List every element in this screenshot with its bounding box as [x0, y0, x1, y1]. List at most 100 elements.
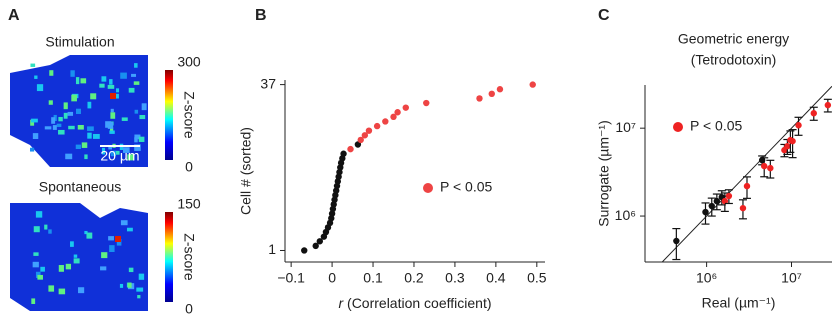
- panel-label: B: [255, 7, 267, 24]
- heatmap-pixel: [34, 76, 37, 79]
- point: [767, 165, 773, 171]
- heatmap-pixel: [108, 236, 114, 240]
- heatmap-pixel: [137, 295, 140, 298]
- heatmap-pixel: [68, 112, 73, 116]
- heatmap-pixel: [49, 100, 53, 104]
- heatmap-pixel: [33, 252, 38, 256]
- y-tick-label: 37: [260, 75, 276, 91]
- chart-title: Geometric energy: [678, 31, 789, 47]
- heatmap-pixel: [87, 133, 91, 139]
- point: [825, 102, 831, 108]
- heatmap-region: [10, 203, 148, 311]
- heatmap-pixel: [86, 233, 92, 239]
- heatmap-pixel: [51, 117, 55, 124]
- point: [761, 163, 767, 169]
- point: [811, 110, 817, 116]
- legend-marker: [423, 183, 433, 193]
- point: [740, 205, 746, 211]
- heatmap-pixel: [110, 112, 115, 118]
- x-axis-label-text: (Correlation coefficient): [347, 295, 491, 311]
- heatmap-pixel: [109, 245, 114, 252]
- heatmap-pixel: [48, 229, 51, 233]
- heatmap-pixel: [31, 298, 35, 304]
- heatmap-pixel: [116, 88, 119, 92]
- point: [394, 109, 400, 115]
- x-tick-label: 0.3: [445, 270, 465, 286]
- heatmap-pixel: [109, 130, 114, 133]
- heatmap-pixel: [33, 133, 38, 139]
- heatmap-pixel: [58, 117, 62, 121]
- heatmap-pixel: [142, 103, 147, 110]
- figure: A Stimulation Spontaneous 20 µm 3000Z-sc…: [0, 0, 838, 318]
- heatmap-pixel: [82, 142, 88, 148]
- heatmap-pixel: [31, 119, 38, 123]
- image-title: Spontaneous: [39, 179, 122, 195]
- point: [374, 123, 380, 129]
- heatmap-pixel: [134, 81, 140, 85]
- colorbar: [165, 70, 173, 160]
- point: [382, 118, 388, 124]
- heatmap-pixel: [48, 285, 54, 291]
- y-axis-label: Surrogate (µm⁻¹): [596, 120, 612, 226]
- point: [423, 100, 429, 106]
- heatmap-pixel: [71, 95, 77, 102]
- x-tick-label: 10⁶: [696, 270, 717, 286]
- heatmap-pixel: [139, 115, 145, 119]
- heatmap-pixel: [68, 126, 75, 129]
- heatmap-pixel: [100, 266, 106, 270]
- colorbar-tick-label: 150: [177, 196, 201, 212]
- heatmap-pixel: [80, 78, 86, 83]
- heatmap-pixel: [76, 77, 79, 84]
- heatmap-pixel: [139, 137, 145, 142]
- y-tick-label: 10⁷: [615, 119, 636, 135]
- heatmap-pixel: [87, 126, 94, 131]
- heatmap-pixel: [33, 262, 39, 268]
- heatmap-pixel: [139, 274, 144, 280]
- heatmap-pixel: [131, 74, 136, 77]
- x-tick-label: 0.1: [363, 270, 383, 286]
- heatmap-pixel: [87, 102, 91, 109]
- x-axis-label: Real (µm⁻¹): [702, 295, 776, 311]
- x-tick-label: 0.5: [527, 270, 547, 286]
- heatmap-pixel: [53, 125, 57, 130]
- colorbar: [165, 212, 173, 302]
- x-tick-label: 0: [328, 270, 336, 286]
- heatmap-pixel: [84, 154, 87, 159]
- heatmap-pixel: [121, 220, 128, 225]
- heatmap-pixel: [70, 241, 74, 247]
- heatmap-pixel: [128, 283, 132, 288]
- heatmap-pixel: [134, 63, 138, 68]
- x-tick-label: 10⁷: [781, 270, 802, 286]
- heatmap-pixel: [99, 84, 104, 88]
- heatmap-pixel: [64, 102, 68, 109]
- legend-label: P < 0.05: [440, 179, 493, 195]
- heatmap-pixel: [76, 145, 81, 149]
- panel-label: A: [8, 7, 20, 24]
- heatmap-pixel: [66, 264, 71, 270]
- heatmap-pixel: [78, 125, 84, 130]
- heatmap-pixel: [108, 85, 115, 89]
- heatmap-pixel: [70, 70, 74, 77]
- heatmap-pixel: [127, 228, 133, 232]
- heatmap-pixel: [122, 117, 128, 121]
- heatmap-pixel: [58, 130, 65, 135]
- colorbar-tick-label: 300: [177, 54, 201, 70]
- scale-bar-label: 20 µm: [100, 148, 139, 164]
- panel-label: C: [598, 7, 610, 24]
- heatmap-pixel: [111, 109, 114, 112]
- heatmap-pixel: [30, 64, 35, 67]
- heatmap-pixel: [135, 110, 138, 114]
- chart-title: (Tetrodotoxin): [691, 52, 777, 68]
- point: [340, 151, 346, 157]
- point: [789, 138, 795, 144]
- x-tick-label: 0.2: [404, 270, 424, 286]
- identity-line: [662, 86, 832, 262]
- heatmap-pixel: [120, 73, 127, 79]
- point: [795, 122, 801, 128]
- heatmap-pixel: [90, 93, 96, 99]
- heatmap-pixel: [49, 70, 53, 76]
- heatmap-pixel: [37, 84, 43, 91]
- legend-label: P < 0.05: [690, 118, 743, 134]
- x-tick-label: −0.1: [277, 270, 305, 286]
- heatmap-pixel: [101, 76, 106, 81]
